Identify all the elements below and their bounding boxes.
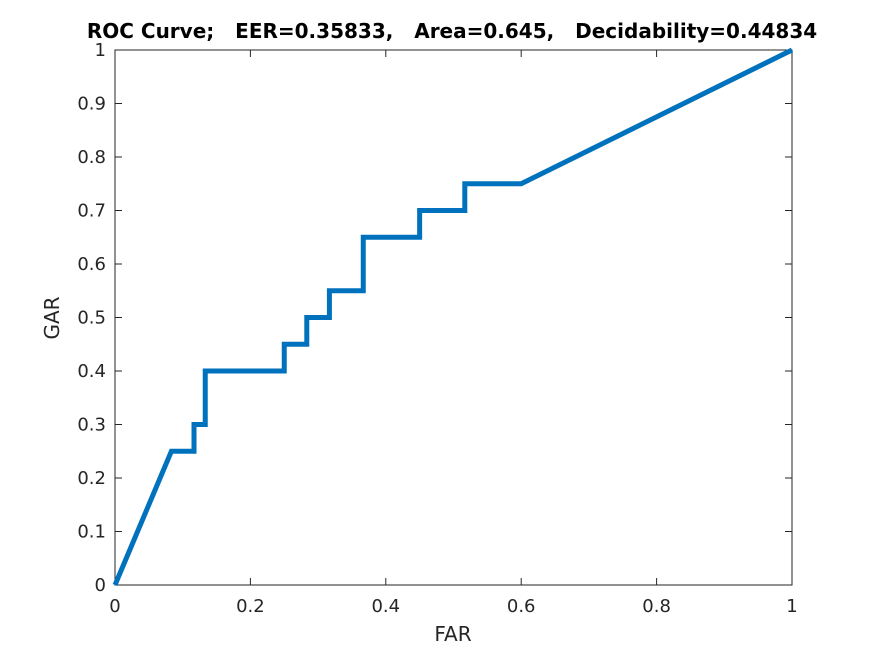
- x-tick-label: 0.8: [642, 596, 671, 617]
- x-tick-label: 1: [786, 596, 797, 617]
- chart-title: ROC Curve; EER=0.35833, Area=0.645, Deci…: [87, 19, 817, 43]
- x-tick-label: 0.4: [371, 596, 400, 617]
- y-tick-label: 0.3: [77, 415, 106, 436]
- y-tick-label: 0: [95, 575, 106, 596]
- x-axis-label: FAR: [434, 622, 471, 646]
- roc-curve-line: [112, 47, 794, 586]
- y-tick-label: 0.2: [77, 468, 106, 489]
- x-tick-label: 0.2: [236, 596, 265, 617]
- y-tick-label: 0.4: [77, 361, 106, 382]
- plot-area: 0 0.2 0.4 0.6 0.8 1 0 0.1 0.2 0.3 0.4 0.5 0.6 0.7 0.8 0…: [77, 40, 797, 617]
- y-tick-label: 0.6: [77, 254, 106, 275]
- y-tick-label: 0.5: [77, 308, 106, 329]
- y-tick-label: 0.9: [77, 94, 106, 115]
- y-tick-label: 0.8: [77, 147, 106, 168]
- x-tick-label: 0.6: [507, 596, 536, 617]
- y-tick-label: 0.1: [77, 522, 106, 543]
- x-tick-label: 0: [109, 596, 120, 617]
- y-tick-label: 0.7: [77, 201, 106, 222]
- y-tick-label: 1: [95, 40, 106, 61]
- y-axis-label: GAR: [40, 296, 64, 339]
- axes-box: [114, 49, 793, 586]
